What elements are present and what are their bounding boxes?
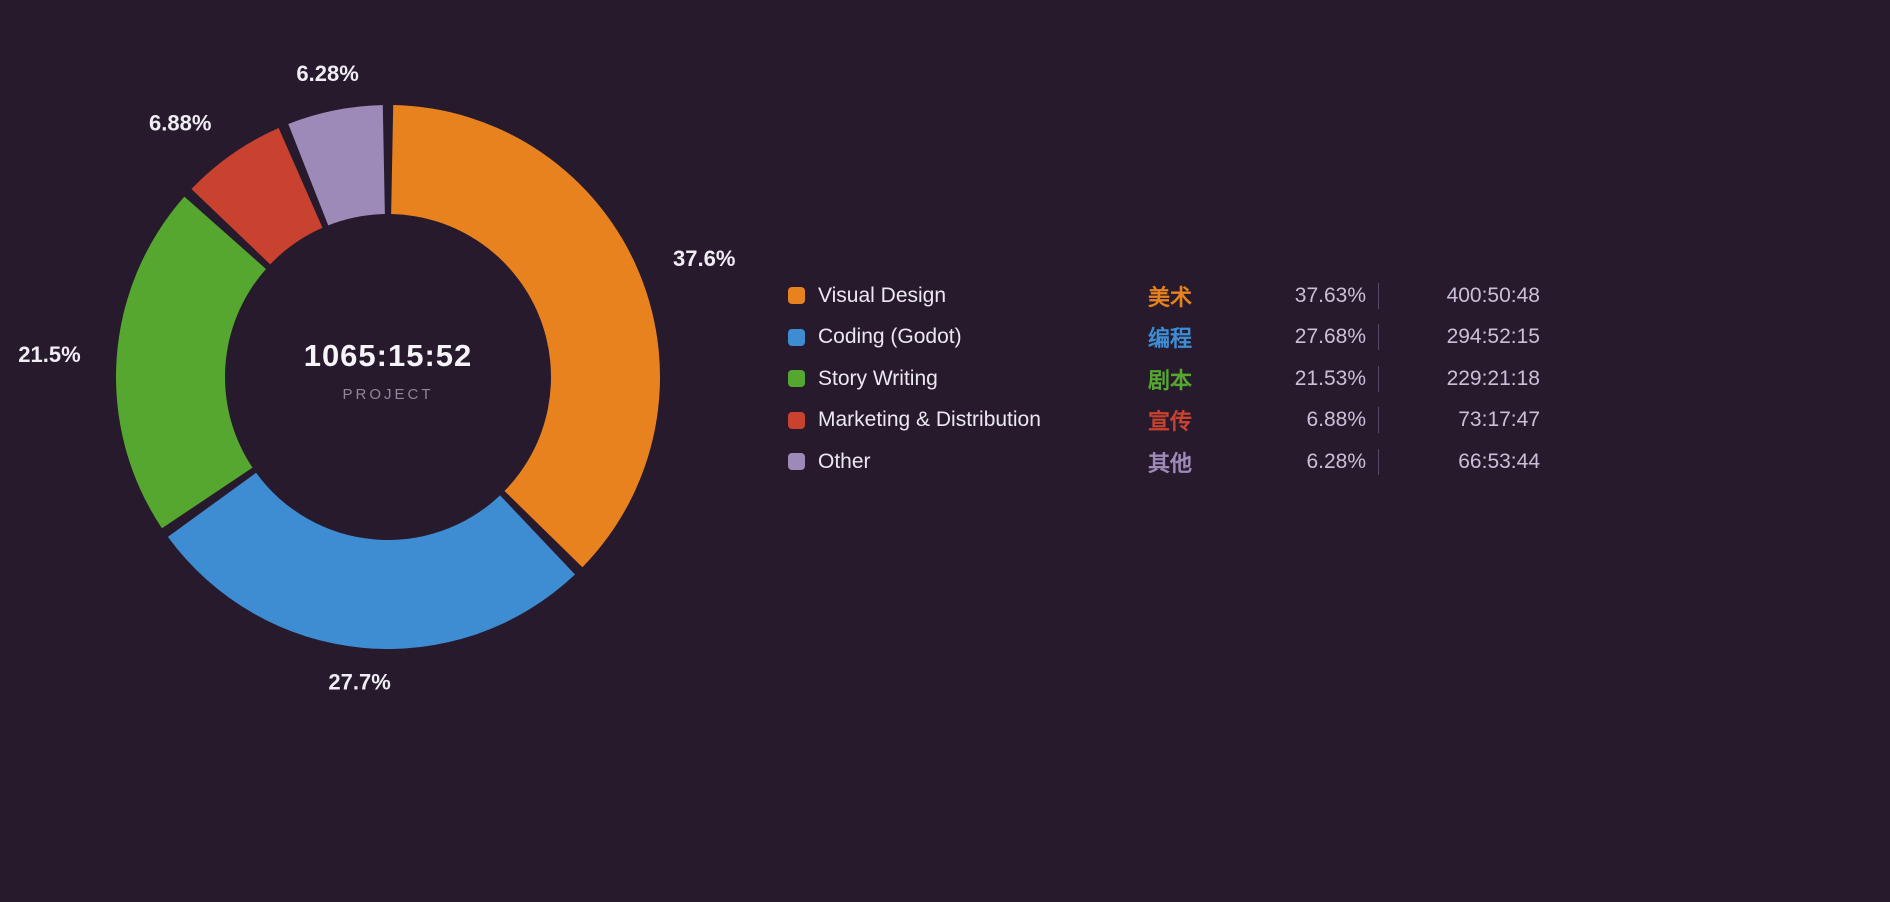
legend-percent-value: 21.53% xyxy=(1294,366,1366,390)
legend-percent-value: 6.88% xyxy=(1306,408,1366,432)
legend-percent-value: 6.28% xyxy=(1306,449,1366,473)
legend-label-en: Coding (Godot) xyxy=(818,325,962,349)
legend-time-value: 73:17:47 xyxy=(1458,408,1540,432)
pie-slice-coding-godot[interactable] xyxy=(167,472,575,650)
legend-label-en: Other xyxy=(818,449,871,473)
legend-label-zh: 其他 xyxy=(1148,450,1193,476)
slice-percent-label: 6.28% xyxy=(296,61,358,86)
pie-slice-visual-design[interactable] xyxy=(391,105,660,568)
legend-label-en: Visual Design xyxy=(818,283,947,307)
legend-item-story-writing[interactable]: Story Writing 剧本 21.53% 229:21:18 xyxy=(788,358,1540,400)
legend-percent-value: 27.68% xyxy=(1294,325,1366,349)
legend-time-value: 66:53:44 xyxy=(1458,449,1540,473)
legend-item-other[interactable]: Other 其他 6.28% 66:53:44 xyxy=(788,441,1540,483)
slice-percent-label: 6.88% xyxy=(149,111,211,136)
legend-color-swatch xyxy=(788,287,805,305)
legend-divider xyxy=(1377,365,1379,392)
legend-label-zh: 美术 xyxy=(1148,284,1193,310)
legend-color-swatch xyxy=(788,411,805,429)
legend-time-value: 400:50:48 xyxy=(1446,283,1540,307)
legend-label-zh: 剧本 xyxy=(1148,367,1193,393)
legend-color-swatch xyxy=(788,328,805,346)
slice-percent-label: 21.5% xyxy=(18,342,80,367)
legend-time-value: 229:21:18 xyxy=(1446,366,1540,390)
legend-percent-value: 37.63% xyxy=(1294,283,1366,307)
legend-item-coding-godot[interactable]: Coding (Godot) 编程 27.68% 294:52:15 xyxy=(788,317,1540,359)
legend-item-visual-design[interactable]: Visual Design 美术 37.63% 400:50:48 xyxy=(788,275,1540,317)
legend-label-en: Marketing & Distribution xyxy=(818,408,1041,432)
donut-chart: 37.6% 27.7% 21.5% 6.88% 6.28% xyxy=(18,61,735,695)
legend-divider xyxy=(1377,324,1379,351)
legend-color-swatch xyxy=(788,370,805,388)
chart-legend: Visual Design 美术 37.63% 400:50:48 Coding… xyxy=(788,275,1540,483)
legend-label-en: Story Writing xyxy=(818,366,938,390)
slice-percent-label: 37.6% xyxy=(673,246,735,271)
pie-slice-story-writing[interactable] xyxy=(115,196,266,529)
legend-divider xyxy=(1377,282,1379,309)
pie-slice-other[interactable] xyxy=(288,105,385,226)
legend-divider xyxy=(1377,407,1379,434)
legend-divider xyxy=(1377,448,1379,475)
legend-color-swatch xyxy=(788,453,805,471)
legend-item-marketing-distribution[interactable]: Marketing & Distribution 宣传 6.88% 73:17:… xyxy=(788,400,1540,442)
legend-label-zh: 宣传 xyxy=(1148,409,1193,435)
pie-slice-marketing-distribution[interactable] xyxy=(191,127,323,265)
legend-label-zh: 编程 xyxy=(1148,326,1193,352)
legend-time-value: 294:52:15 xyxy=(1446,325,1540,349)
slice-percent-label: 27.7% xyxy=(328,670,390,695)
